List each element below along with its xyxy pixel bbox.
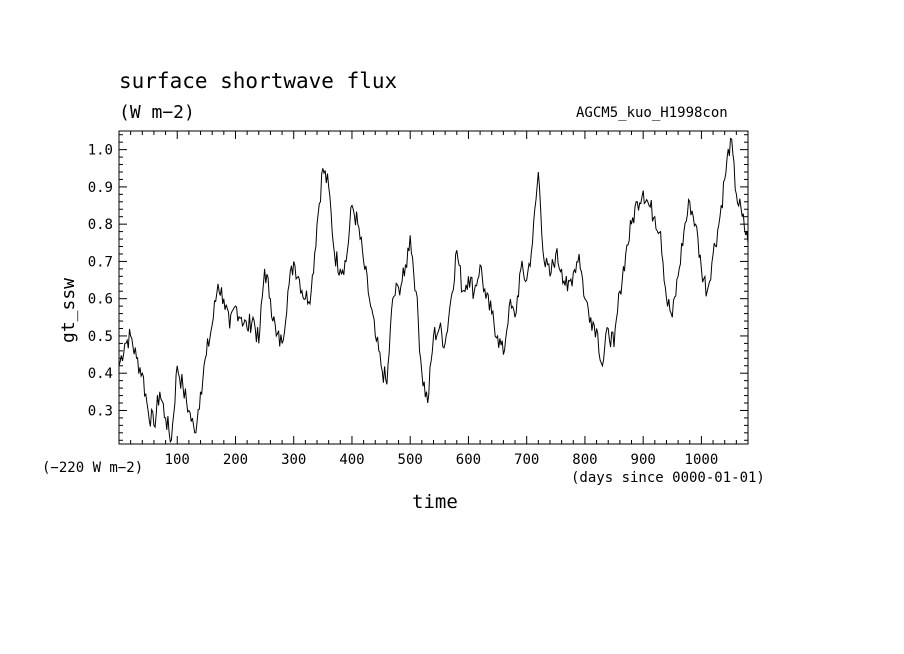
- x-tick-label: 100: [165, 452, 190, 468]
- x-tick-label: 600: [456, 452, 481, 468]
- chart-units: (W m−2): [119, 102, 195, 123]
- x-tick-label: 400: [339, 452, 364, 468]
- y-tick-label: 1.0: [88, 143, 113, 159]
- y-tick-label: 0.5: [88, 329, 113, 345]
- experiment-label: AGCM5_kuo_H1998con: [576, 105, 728, 121]
- x-axis-title: time: [412, 491, 458, 513]
- x-tick-label: 900: [631, 452, 656, 468]
- chart-title: surface shortwave flux: [119, 69, 398, 93]
- plot-frame: [118, 130, 749, 445]
- x-tick-label: 1000: [685, 452, 719, 468]
- x-tick-label: 500: [398, 452, 423, 468]
- x-tick-label: 200: [223, 452, 248, 468]
- y-tick-label: 0.9: [88, 180, 113, 196]
- y-tick-label: 0.6: [88, 292, 113, 308]
- x-tick-label: 800: [572, 452, 597, 468]
- x-tick-label: 700: [514, 452, 539, 468]
- y-tick-label: 0.3: [88, 403, 113, 419]
- y-tick-label: 0.4: [88, 366, 113, 382]
- y-tick-label: 0.8: [88, 217, 113, 233]
- y-tick-label: 0.7: [88, 254, 113, 270]
- series-line-gt-ssw: [118, 137, 749, 444]
- x-units-note: (days since 0000-01-01): [571, 470, 765, 486]
- x-tick-label: 300: [281, 452, 306, 468]
- offset-note: (−220 W m−2): [42, 460, 144, 476]
